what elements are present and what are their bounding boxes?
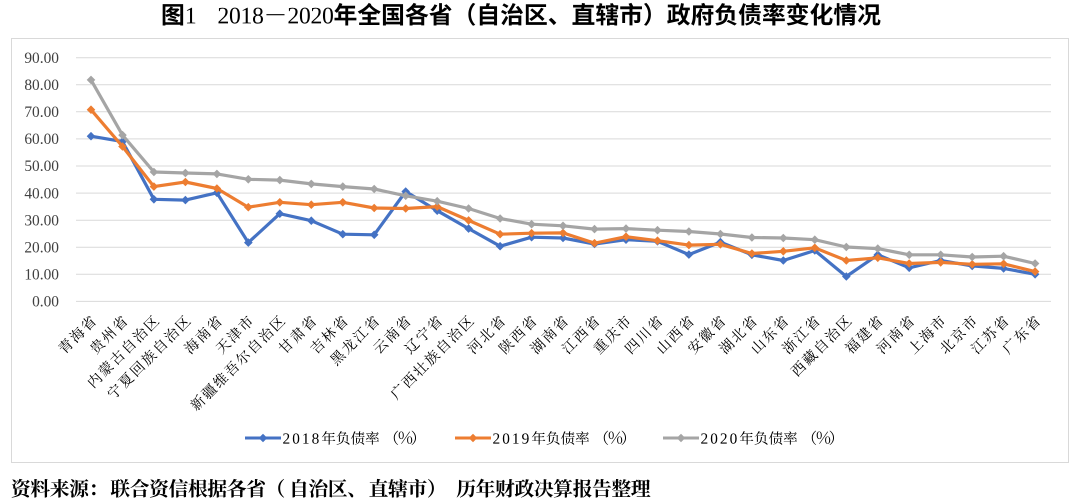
svg-text:50.00: 50.00 [24,158,59,175]
svg-text:80.00: 80.00 [24,77,59,94]
svg-text:40.00: 40.00 [24,185,59,202]
svg-text:60.00: 60.00 [24,131,59,148]
svg-text:70.00: 70.00 [24,104,59,121]
svg-text:0.00: 0.00 [32,294,59,311]
svg-text:90.00: 90.00 [24,50,59,67]
svg-text:10.00: 10.00 [24,267,59,284]
svg-text:30.00: 30.00 [24,212,59,229]
svg-text:20.00: 20.00 [24,239,59,256]
